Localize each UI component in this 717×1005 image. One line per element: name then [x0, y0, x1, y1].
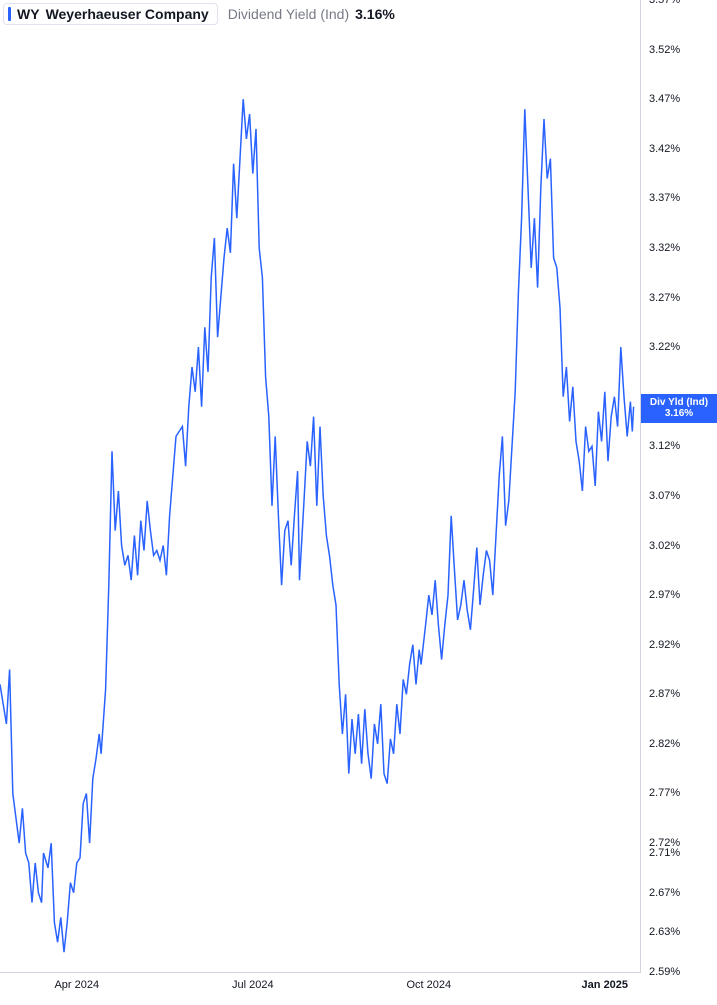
y-tick-label: 3.12%: [649, 440, 680, 452]
y-tick-label: 3.32%: [649, 242, 680, 254]
y-tick-label: 2.59%: [649, 966, 680, 978]
y-tick-label: 3.02%: [649, 540, 680, 552]
y-tick-label: 3.42%: [649, 143, 680, 155]
chart-container: WY Weyerhaeuser Company Dividend Yield (…: [0, 0, 717, 1005]
y-tick-label: 3.27%: [649, 292, 680, 304]
x-tick-label: Oct 2024: [406, 979, 451, 991]
y-tick-label: 3.57%: [649, 0, 680, 6]
badge-value: 3.16%: [641, 408, 717, 420]
y-tick-label: 2.92%: [649, 639, 680, 651]
y-tick-label: 3.07%: [649, 490, 680, 502]
current-value-badge: Div Yld (Ind) 3.16%: [641, 394, 717, 423]
y-axis: 3.57% 3.52% 3.47% 3.42% 3.37% 3.32% 3.27% 3.22%…: [641, 0, 717, 972]
chart-plot-area[interactable]: [0, 0, 641, 973]
x-tick-label: Jan 2025: [582, 979, 628, 991]
y-tick-label: 2.71%: [649, 847, 680, 859]
y-tick-label: 2.87%: [649, 688, 680, 700]
badge-label: Div Yld (Ind): [641, 397, 717, 409]
y-tick-label: 2.97%: [649, 589, 680, 601]
y-tick-label: 3.52%: [649, 44, 680, 56]
price-line-svg: [0, 0, 640, 972]
y-tick-label: 2.63%: [649, 926, 680, 938]
y-tick-label: 2.82%: [649, 738, 680, 750]
x-tick-label: Jul 2024: [232, 979, 274, 991]
y-tick-label: 3.22%: [649, 341, 680, 353]
y-tick-label: 3.37%: [649, 192, 680, 204]
y-tick-label: 2.67%: [649, 887, 680, 899]
y-tick-label: 2.77%: [649, 787, 680, 799]
y-tick-label: 3.47%: [649, 93, 680, 105]
x-axis: Apr 2024 Jul 2024 Oct 2024 Jan 2025: [0, 973, 640, 1005]
x-tick-label: Apr 2024: [54, 979, 99, 991]
